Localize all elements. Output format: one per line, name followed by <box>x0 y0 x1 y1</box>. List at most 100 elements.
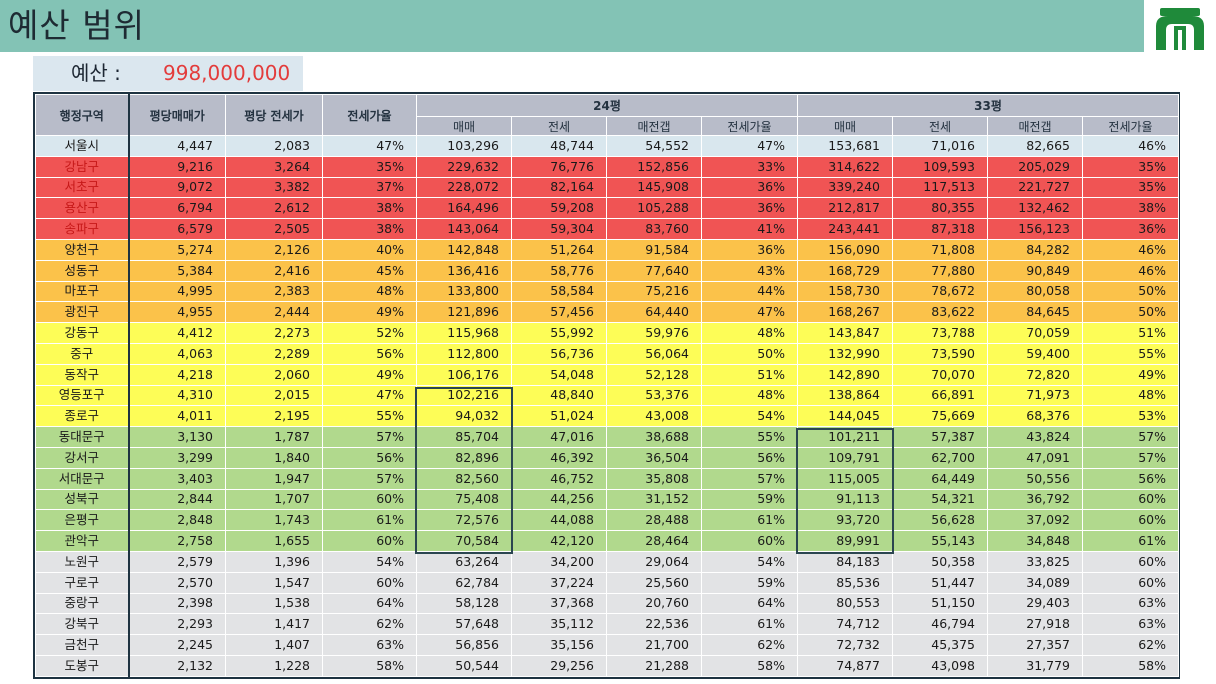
cell-33-sale: 144,045 <box>797 405 893 428</box>
cell-district-name: 강남구 <box>35 155 130 178</box>
table-row: 마포구 4,995 2,383 48% 133,800 58,584 75,216 44% 15… <box>35 280 1179 303</box>
cell-24-sale: 85,704 <box>416 426 512 448</box>
cell-jeonse-ratio: 49% <box>322 363 417 386</box>
cell-33-gap: 27,918 <box>987 613 1083 636</box>
cell-24-sale: 72,576 <box>416 509 512 532</box>
cell-price-per-pyeong: 3,130 <box>128 426 226 448</box>
cell-33-sale: 132,990 <box>797 342 893 365</box>
cell-jeonse-per-pyeong: 1,655 <box>225 530 323 552</box>
cell-jeonse-ratio: 55% <box>322 405 417 428</box>
table-body: 서울시 4,447 2,083 47% 103,296 48,744 54,552 47% 15… <box>35 135 1179 678</box>
cell-33-jeonse: 78,672 <box>892 280 988 303</box>
table-row: 강동구 4,412 2,273 52% 115,968 55,992 59,976 48% 14… <box>35 322 1179 344</box>
cell-33-ratio: 62% <box>1082 634 1179 656</box>
cell-district-name: 도봉구 <box>35 654 130 678</box>
cell-24-sale: 63,264 <box>416 550 512 573</box>
cell-jeonse-ratio: 60% <box>322 530 417 552</box>
cell-24-gap: 21,700 <box>606 634 702 656</box>
cell-24-ratio: 50% <box>701 342 798 365</box>
cell-33-sale: 93,720 <box>797 509 893 532</box>
cell-price-per-pyeong: 2,245 <box>128 634 226 656</box>
cell-33-sale: 153,681 <box>797 135 893 157</box>
cell-jeonse-per-pyeong: 2,289 <box>225 342 323 365</box>
cell-jeonse-per-pyeong: 2,612 <box>225 197 323 220</box>
header-price-per-pyeong: 평당매매가 <box>128 94 226 136</box>
cell-24-sale: 143,064 <box>416 218 512 240</box>
cell-33-gap: 70,059 <box>987 322 1083 344</box>
cell-24-jeonse: 54,048 <box>511 363 607 386</box>
cell-jeonse-ratio: 57% <box>322 467 417 490</box>
table-row: 서초구 9,072 3,382 37% 228,072 82,164 145,908 36% 3… <box>35 176 1179 199</box>
cell-jeonse-ratio: 40% <box>322 238 417 261</box>
cell-33-jeonse: 87,318 <box>892 218 988 240</box>
cell-33-sale: 72,732 <box>797 634 893 656</box>
cell-33-sale: 74,712 <box>797 613 893 636</box>
cell-33-ratio: 49% <box>1082 363 1179 386</box>
cell-district-name: 은평구 <box>35 509 130 532</box>
cell-33-sale: 80,553 <box>797 592 893 615</box>
cell-33-sale: 84,183 <box>797 550 893 573</box>
cell-33-ratio: 36% <box>1082 218 1179 240</box>
table-row: 양천구 5,274 2,126 40% 142,848 51,264 91,584 36% 15… <box>35 238 1179 261</box>
cell-24-jeonse: 42,120 <box>511 530 607 552</box>
cell-price-per-pyeong: 2,844 <box>128 488 226 511</box>
cell-33-sale: 212,817 <box>797 197 893 220</box>
cell-33-jeonse: 50,358 <box>892 550 988 573</box>
cell-24-ratio: 59% <box>701 571 798 594</box>
cell-district-name: 영등포구 <box>35 384 130 407</box>
table-row: 서울시 4,447 2,083 47% 103,296 48,744 54,552 47% 15… <box>35 135 1179 157</box>
cell-33-sale: 158,730 <box>797 280 893 303</box>
table-row: 강서구 3,299 1,840 56% 82,896 46,392 36,504 56% 109… <box>35 446 1179 469</box>
cell-33-jeonse: 62,700 <box>892 446 988 469</box>
cell-24-jeonse: 37,368 <box>511 592 607 615</box>
cell-24-gap: 43,008 <box>606 405 702 428</box>
cell-24-sale: 136,416 <box>416 259 512 282</box>
cell-33-ratio: 63% <box>1082 592 1179 615</box>
cell-33-sale: 142,890 <box>797 363 893 386</box>
cell-33-sale: 314,622 <box>797 155 893 178</box>
cell-24-gap: 145,908 <box>606 176 702 199</box>
cell-24-sale: 102,216 <box>416 384 512 407</box>
cell-24-sale: 82,896 <box>416 446 512 469</box>
cell-24-jeonse: 57,456 <box>511 301 607 324</box>
table-row: 은평구 2,848 1,743 61% 72,576 44,088 28,488 61% 93,… <box>35 509 1179 532</box>
cell-24-ratio: 43% <box>701 259 798 282</box>
budget-value: 998,000,000 <box>163 61 291 85</box>
cell-33-ratio: 35% <box>1082 176 1179 199</box>
cell-jeonse-per-pyeong: 2,015 <box>225 384 323 407</box>
cell-33-ratio: 50% <box>1082 301 1179 324</box>
cell-price-per-pyeong: 3,299 <box>128 446 226 469</box>
cell-33-jeonse: 80,355 <box>892 197 988 220</box>
header-group-24: 24평 <box>416 94 798 117</box>
cell-district-name: 구로구 <box>35 571 130 594</box>
cell-jeonse-per-pyeong: 2,444 <box>225 301 323 324</box>
cell-district-name: 송파구 <box>35 218 130 240</box>
cell-24-ratio: 54% <box>701 405 798 428</box>
cell-24-sale: 82,560 <box>416 467 512 490</box>
cell-jeonse-ratio: 49% <box>322 301 417 324</box>
cell-price-per-pyeong: 2,293 <box>128 613 226 636</box>
budget-range-table: 행정구역 평당매매가 평당 전세가 전세가율 24평 33평 매매 전세 매전갭… <box>33 92 1180 679</box>
cell-jeonse-ratio: 38% <box>322 218 417 240</box>
cell-district-name: 용산구 <box>35 197 130 220</box>
cell-33-sale: 109,791 <box>797 446 893 469</box>
cell-33-gap: 59,400 <box>987 342 1083 365</box>
cell-jeonse-per-pyeong: 1,787 <box>225 426 323 448</box>
cell-24-sale: 142,848 <box>416 238 512 261</box>
cell-jeonse-ratio: 48% <box>322 280 417 303</box>
cell-24-ratio: 61% <box>701 613 798 636</box>
cell-price-per-pyeong: 4,011 <box>128 405 226 428</box>
cell-24-gap: 59,976 <box>606 322 702 344</box>
cell-24-ratio: 44% <box>701 280 798 303</box>
cell-24-ratio: 57% <box>701 467 798 490</box>
cell-24-gap: 38,688 <box>606 426 702 448</box>
cell-24-ratio: 61% <box>701 509 798 532</box>
cell-33-sale: 74,877 <box>797 654 893 678</box>
cell-33-jeonse: 51,150 <box>892 592 988 615</box>
cell-24-gap: 28,488 <box>606 509 702 532</box>
cell-24-gap: 56,064 <box>606 342 702 365</box>
cell-33-jeonse: 56,628 <box>892 509 988 532</box>
cell-33-sale: 156,090 <box>797 238 893 261</box>
cell-33-sale: 143,847 <box>797 322 893 344</box>
cell-price-per-pyeong: 6,579 <box>128 218 226 240</box>
